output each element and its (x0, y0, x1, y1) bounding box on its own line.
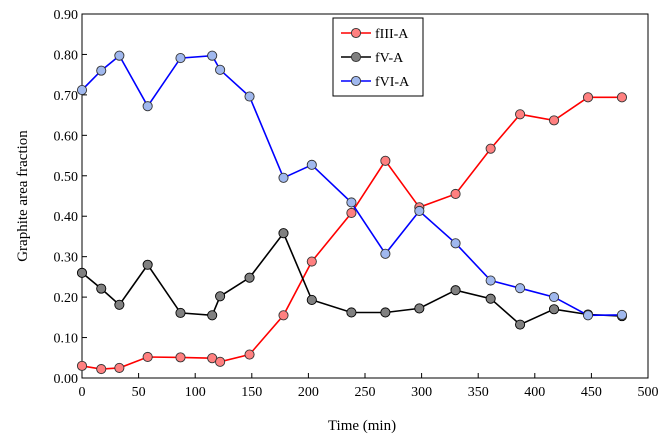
series-fIII-A (76, 92, 628, 375)
y-tick-label: 0.20 (54, 291, 79, 306)
data-point (582, 92, 594, 103)
legend-label: fVI-A (375, 75, 410, 90)
x-tick-label: 200 (298, 385, 319, 400)
data-point (515, 109, 526, 120)
y-tick-label: 0.60 (54, 129, 79, 144)
data-point (244, 349, 255, 360)
data-point (175, 307, 186, 318)
data-point (515, 283, 526, 294)
legend-item: fV-A (341, 51, 404, 66)
legend-item: fIII-A (341, 27, 409, 42)
series-fVI-A (76, 50, 628, 321)
series-fV-A (76, 228, 628, 330)
data-point (215, 356, 226, 367)
data-point (450, 238, 461, 249)
y-tick-label: 0.30 (54, 251, 79, 266)
data-point (380, 155, 391, 166)
data-point (76, 267, 88, 278)
x-tick-label: 400 (524, 385, 545, 400)
x-tick-label: 500 (638, 385, 659, 400)
data-point (485, 293, 496, 304)
data-point (306, 256, 317, 267)
data-point (114, 50, 125, 61)
data-point (278, 228, 289, 239)
data-point (346, 207, 357, 219)
legend-item: fVI-A (341, 75, 410, 90)
legend-label: fV-A (375, 51, 404, 66)
x-tick-label: 100 (185, 385, 206, 400)
x-tick-label: 250 (355, 385, 376, 400)
data-point (450, 188, 461, 200)
data-point (244, 91, 255, 102)
data-point (142, 351, 153, 363)
legend-marker (350, 51, 362, 63)
data-point (96, 65, 107, 76)
y-tick-label: 0.00 (54, 372, 79, 387)
data-point (114, 299, 125, 310)
y-tick-label: 0.40 (54, 210, 79, 225)
y-tick-label: 0.50 (54, 170, 79, 185)
x-tick-label: 350 (468, 385, 489, 400)
data-point (616, 309, 628, 320)
data-point (414, 303, 425, 314)
data-point (414, 205, 425, 217)
data-point (215, 64, 226, 75)
x-tick-label: 0 (79, 385, 86, 400)
legend-marker (350, 27, 362, 39)
data-point (548, 115, 560, 126)
legend: fIII-A fV-A fVI-A (332, 17, 424, 97)
y-tick-label: 0.10 (54, 332, 79, 347)
legend-marker (350, 75, 362, 87)
x-axis-label: Time (min) (328, 418, 396, 434)
data-point (175, 53, 186, 64)
legend-label: fIII-A (375, 27, 409, 42)
data-point (380, 248, 391, 259)
x-tick-label: 150 (241, 385, 262, 400)
data-point (96, 364, 107, 375)
data-point (485, 275, 496, 286)
y-tick-label: 0.90 (54, 8, 79, 23)
data-point (306, 159, 317, 170)
data-point (114, 362, 125, 373)
data-point (142, 259, 153, 270)
data-point (450, 285, 461, 296)
data-point (485, 143, 496, 154)
data-point (306, 294, 317, 305)
x-tick-label: 300 (411, 385, 432, 400)
axis-ticks (81, 13, 649, 379)
data-point (582, 310, 594, 321)
data-point (278, 172, 289, 183)
data-point (215, 291, 226, 302)
data-point (96, 283, 107, 294)
y-tick-label: 0.70 (54, 89, 79, 104)
y-tick-label: 0.80 (54, 48, 79, 63)
data-point (142, 101, 153, 112)
data-point (380, 307, 391, 318)
data-point (278, 310, 289, 321)
data-point (548, 304, 560, 315)
data-point (346, 197, 357, 208)
data-point (76, 360, 88, 371)
x-tick-label: 50 (132, 385, 146, 400)
data-point (175, 352, 186, 363)
x-tick-label: 450 (581, 385, 602, 400)
data-point (76, 84, 88, 96)
data-point (244, 272, 255, 283)
data-point (548, 292, 560, 303)
y-axis-label: Graphite area fraction (15, 130, 31, 262)
data-point (207, 50, 218, 61)
data-point (346, 307, 357, 318)
axis-tick-labels: 0 50 100 150 200 250 300 350 400 450 500 0.00 0.10 0.… (54, 8, 659, 400)
data-point (515, 319, 526, 330)
series-layer (76, 50, 628, 375)
data-point (616, 92, 628, 103)
data-point (207, 310, 218, 321)
